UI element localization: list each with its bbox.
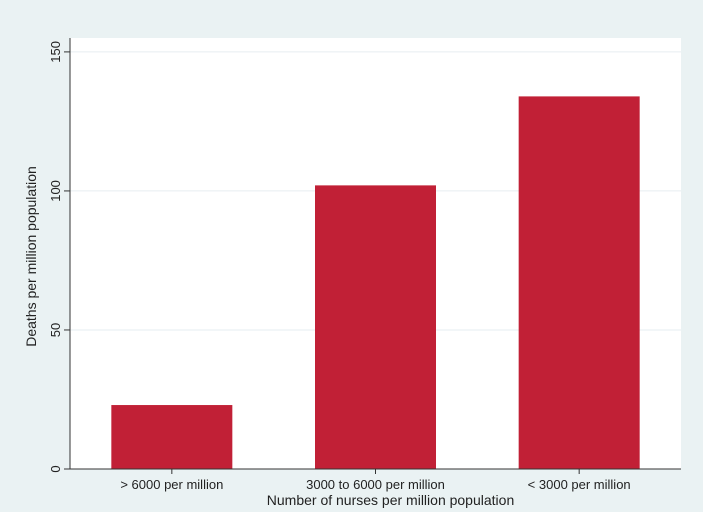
x-axis-title: Number of nurses per million population xyxy=(267,492,514,508)
x-axis-ticks: > 6000 per million 3000 to 6000 per milli… xyxy=(120,469,631,492)
bar-3 xyxy=(518,96,640,469)
y-axis-ticks: 0 50 100 150 xyxy=(48,41,70,473)
y-tick-label-150: 150 xyxy=(48,41,63,63)
bar-2 xyxy=(315,185,436,469)
y-tick-label-0: 0 xyxy=(48,465,63,472)
x-tick-label-1: > 6000 per million xyxy=(120,477,223,492)
y-axis-title: Deaths per million population xyxy=(23,166,39,347)
x-tick-label-2: 3000 to 6000 per million xyxy=(306,477,445,492)
y-tick-label-50: 50 xyxy=(48,323,63,337)
y-tick-label-100: 100 xyxy=(48,180,63,202)
bars xyxy=(111,96,640,469)
bar-1 xyxy=(111,405,233,469)
x-tick-label-3: < 3000 per million xyxy=(528,477,631,492)
